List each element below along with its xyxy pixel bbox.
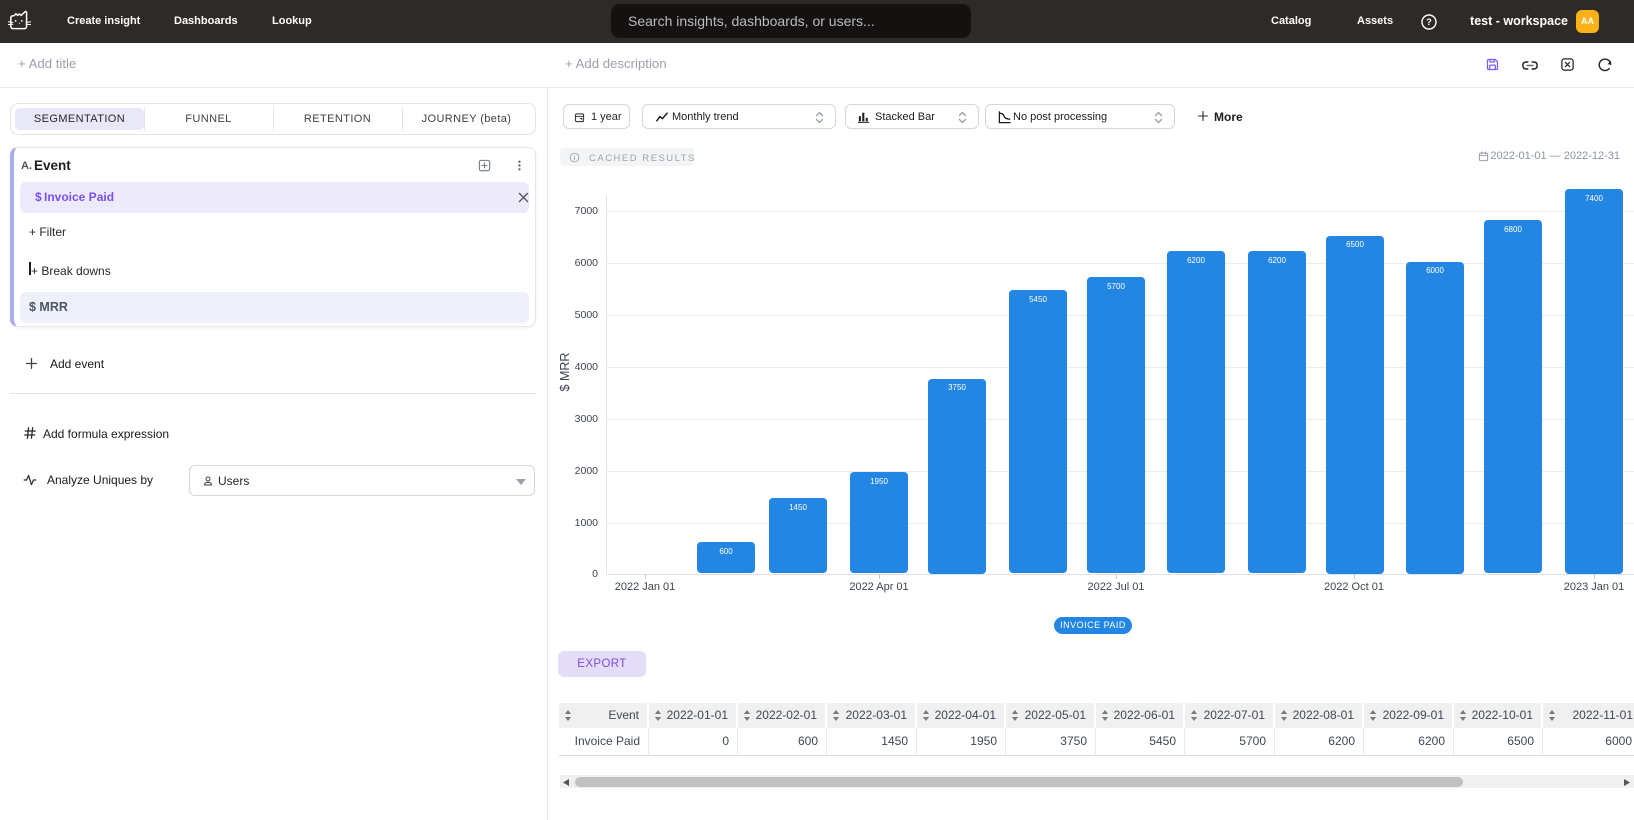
svg-text:?: ?	[1426, 17, 1432, 27]
